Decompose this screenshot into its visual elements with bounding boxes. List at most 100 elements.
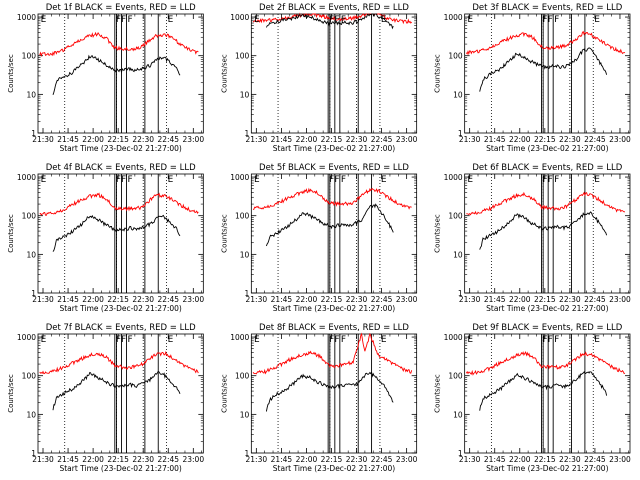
panel-title: Det 8f BLACK = Events, RED = LLD xyxy=(259,323,409,333)
y-tick-label: 100 xyxy=(22,212,37,221)
interval-label: E xyxy=(254,15,260,25)
y-tick-label: 10 xyxy=(453,410,463,419)
interval-label: E xyxy=(254,175,260,185)
y-tick-label: 1000 xyxy=(17,173,36,182)
x-axis-title: Start Time (23-Dec-02 21:27:00) xyxy=(486,304,608,313)
y-tick-label: 1000 xyxy=(444,333,463,342)
x-tick-label: 21:30 xyxy=(246,455,268,464)
x-tick-label: 21:45 xyxy=(484,295,506,304)
x-tick-label: 23:00 xyxy=(609,455,631,464)
interval-label: FF xyxy=(329,15,339,25)
x-tick-label: 21:30 xyxy=(459,135,481,144)
y-tick-label: 1 xyxy=(458,449,463,458)
panel-title: Det 2f BLACK = Events, RED = LLD xyxy=(259,3,409,13)
y-tick-label: 100 xyxy=(235,372,250,381)
x-tick-label: 22:30 xyxy=(559,135,581,144)
interval-label: FF xyxy=(116,175,126,185)
x-tick-label: 21:30 xyxy=(32,135,54,144)
x-tick-label: 22:00 xyxy=(296,295,318,304)
interval-label: FF xyxy=(116,15,126,25)
x-tick-label: 22:15 xyxy=(534,295,556,304)
interval-label: E xyxy=(594,15,600,25)
x-tick-label: 22:30 xyxy=(559,455,581,464)
y-axis-title: Counts/sec xyxy=(7,54,15,93)
interval-label: FF xyxy=(542,335,552,345)
x-tick-label: 23:00 xyxy=(182,295,204,304)
interval-label: E xyxy=(594,175,600,185)
y-tick-label: 1000 xyxy=(230,13,249,22)
x-tick-label: 23:00 xyxy=(396,455,418,464)
plot-frame xyxy=(464,333,631,454)
x-tick-label: 22:00 xyxy=(296,135,318,144)
x-tick-label: 22:45 xyxy=(584,295,606,304)
x-tick-label: 22:45 xyxy=(157,295,179,304)
y-tick-label: 1000 xyxy=(444,13,463,22)
x-tick-label: 22:15 xyxy=(321,455,343,464)
y-tick-label: 10 xyxy=(453,250,463,259)
lld-series-line xyxy=(466,191,626,216)
interval-label: E xyxy=(254,335,260,345)
y-tick-label: 10 xyxy=(453,90,463,99)
x-tick-label: 21:30 xyxy=(246,135,268,144)
x-tick-label: 22:00 xyxy=(509,455,531,464)
lld-series-line xyxy=(39,192,199,216)
interval-label: E xyxy=(381,335,387,345)
y-tick-label: 1 xyxy=(245,289,250,298)
x-tick-label: 22:30 xyxy=(346,455,368,464)
x-tick-label: 22:45 xyxy=(157,135,179,144)
x-tick-label: 22:15 xyxy=(534,135,556,144)
x-tick-label: 21:30 xyxy=(32,455,54,464)
interval-label: FF xyxy=(542,175,552,185)
interval-label: E xyxy=(168,335,174,345)
plot-frame xyxy=(37,333,204,454)
interval-label: E xyxy=(467,335,473,345)
panel-title: Det 5f BLACK = Events, RED = LLD xyxy=(259,163,409,173)
x-axis-title: Start Time (23-Dec-02 21:27:00) xyxy=(273,464,395,473)
interval-label: E xyxy=(594,335,600,345)
y-axis-title: Counts/sec xyxy=(220,54,228,93)
interval-label: F xyxy=(554,15,559,25)
y-tick-label: 10 xyxy=(26,410,36,419)
x-tick-label: 22:15 xyxy=(107,455,129,464)
y-tick-label: 1000 xyxy=(444,173,463,182)
x-axis-title: Start Time (23-Dec-02 21:27:00) xyxy=(486,144,608,153)
x-tick-label: 22:30 xyxy=(346,135,368,144)
x-tick-label: 22:45 xyxy=(371,295,393,304)
plot-frame xyxy=(250,333,418,454)
events-series-line xyxy=(52,370,181,411)
plot-frame xyxy=(464,173,631,294)
y-axis-title: Counts/sec xyxy=(220,374,228,413)
y-tick-label: 1 xyxy=(458,129,463,138)
x-tick-label: 21:45 xyxy=(57,135,79,144)
events-series-line xyxy=(52,214,181,252)
detector-panel-6: Det 6f BLACK = Events, RED = LLD 1 10 100 10… xyxy=(434,163,631,313)
panel-title: Det 9f BLACK = Events, RED = LLD xyxy=(472,323,622,333)
x-tick-label: 22:15 xyxy=(107,135,129,144)
y-tick-label: 1 xyxy=(31,449,36,458)
interval-label: F xyxy=(554,335,559,345)
lld-series-line xyxy=(252,12,413,25)
x-tick-label: 23:00 xyxy=(609,135,631,144)
x-tick-label: 21:45 xyxy=(484,135,506,144)
y-tick-label: 1 xyxy=(31,289,36,298)
events-series-line xyxy=(479,47,608,92)
x-tick-label: 22:00 xyxy=(296,455,318,464)
lld-series-line xyxy=(39,350,199,375)
x-tick-label: 21:45 xyxy=(271,135,293,144)
panel-title: Det 4f BLACK = Events, RED = LLD xyxy=(46,163,196,173)
x-axis-title: Start Time (23-Dec-02 21:27:00) xyxy=(273,304,395,313)
events-series-line xyxy=(265,13,394,30)
plot-frame xyxy=(37,13,204,134)
y-tick-label: 10 xyxy=(240,90,250,99)
x-tick-label: 22:30 xyxy=(346,295,368,304)
x-tick-label: 21:30 xyxy=(246,295,268,304)
x-tick-label: 22:45 xyxy=(371,135,393,144)
x-tick-label: 23:00 xyxy=(182,455,204,464)
y-tick-label: 100 xyxy=(22,372,37,381)
x-tick-label: 23:00 xyxy=(396,135,418,144)
interval-label: FF xyxy=(329,175,339,185)
y-axis-title: Counts/sec xyxy=(434,214,442,253)
plot-frame xyxy=(250,13,418,134)
y-axis-title: Counts/sec xyxy=(220,214,228,253)
y-tick-label: 10 xyxy=(26,90,36,99)
